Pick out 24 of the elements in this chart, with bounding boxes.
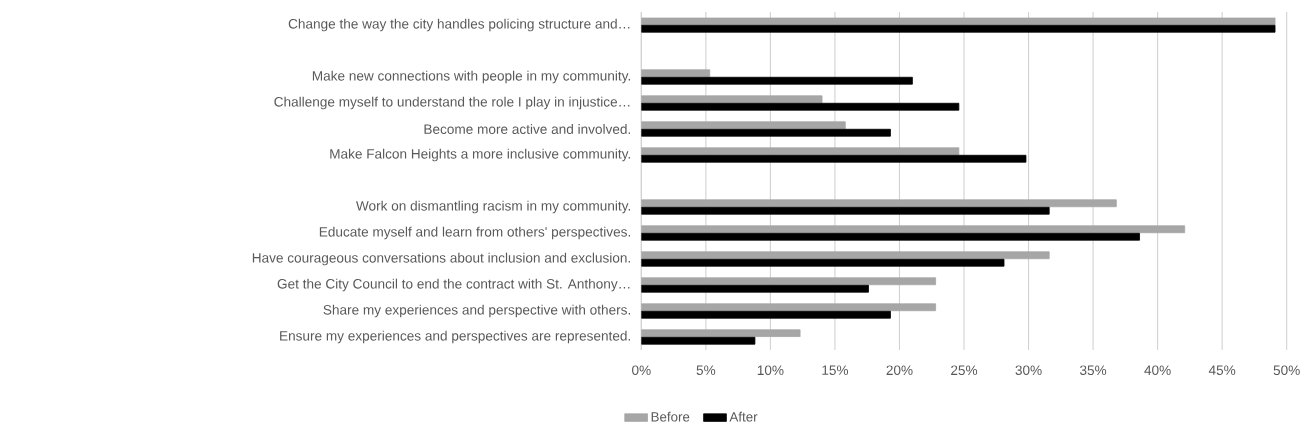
x-tick-label: 40%: [1144, 365, 1171, 375]
y-tick-label: Get the City Council to end the contract with St. Anthony…: [277, 278, 630, 292]
y-tick-label: Challenge myself to understand the role I play in injustice…: [274, 96, 630, 110]
y-tick-label: Make Falcon Heights a more inclusive community.: [330, 148, 630, 162]
y-tick-label: Make new connections with people in my community.: [312, 70, 630, 84]
x-tick-label: 15%: [822, 365, 849, 375]
x-tick-label: 10%: [757, 365, 784, 375]
x-tick-label: 30%: [1015, 365, 1042, 375]
y-tick-label: Work on dismantling racism in my community.: [356, 200, 631, 214]
y-tick-label: Ensure my experiences and perspectives are represented.: [280, 330, 630, 344]
y-tick-label: Change the way the city handles policing structure and…: [288, 18, 630, 32]
y-tick-label: Have courageous conversations about inclusion and exclusion.: [252, 252, 630, 266]
y-tick-label: Become more active and involved.: [424, 124, 631, 134]
x-tick-label: 5%: [696, 365, 716, 375]
x-tick-label: 45%: [1208, 365, 1236, 375]
y-tick-label: Share my experiences and perspective with others.: [323, 304, 630, 318]
x-tick-label: 20%: [886, 365, 913, 375]
x-tick-label: 50%: [1273, 365, 1300, 375]
x-tick-label: 35%: [1079, 365, 1107, 375]
x-tick-label: 0%: [632, 365, 651, 375]
y-tick-label: Educate myself and learn from others' perspectives.: [319, 226, 631, 240]
legend-label: Before: [651, 411, 690, 422]
legend-label: After: [729, 411, 758, 422]
x-tick-label: 25%: [951, 365, 978, 375]
